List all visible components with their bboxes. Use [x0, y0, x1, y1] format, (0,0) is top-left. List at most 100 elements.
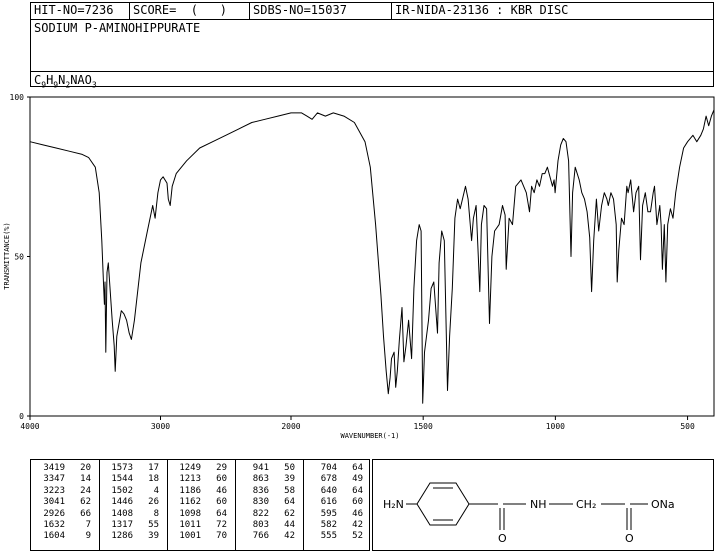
peak-column-divider [99, 460, 100, 550]
peak-row: 1249 29 [171, 463, 239, 474]
peak-row: 1632 7 [35, 520, 103, 531]
header-divider [391, 3, 392, 19]
x-tick-label: 500 [680, 422, 695, 431]
peak-row: 803 44 [239, 520, 307, 531]
peak-row: 1446 26 [103, 497, 171, 508]
molecular-formula: C9H9N2NAO3 [34, 73, 97, 90]
peak-column-divider [303, 460, 304, 550]
x-tick-label: 2000 [281, 422, 300, 431]
peak-wavenumber: 704 [320, 463, 337, 473]
peak-wavenumber: 836 [252, 485, 269, 496]
peak-transmittance: 44 [284, 519, 295, 530]
peak-wavenumber: 3041 [43, 497, 65, 508]
peak-row: 941 50 [239, 463, 307, 474]
peak-row: 830 64 [239, 497, 307, 508]
peak-transmittance: 62 [80, 497, 91, 508]
peak-row: 3223 24 [35, 486, 103, 497]
peak-transmittance: 55 [148, 519, 159, 530]
peak-transmittance: 70 [216, 531, 227, 542]
peak-row: 3041 62 [35, 497, 103, 508]
carbonyl-oxygen-label: O [498, 532, 507, 545]
peak-row: 678 49 [307, 474, 375, 485]
peak-transmittance: 8 [153, 508, 159, 519]
peak-transmittance: 64 [284, 497, 295, 508]
peak-row: 1162 60 [171, 497, 239, 508]
peak-wavenumber: 1162 [179, 497, 201, 508]
peak-column: 704 64 678 49 640 64 616 60 595 46 582 42 555 52 [307, 463, 375, 543]
peak-row: 1604 9 [35, 531, 103, 542]
peak-wavenumber: 1604 [43, 531, 65, 542]
peak-transmittance: 58 [284, 485, 295, 496]
y-tick-label: 100 [10, 93, 25, 102]
header-info-row: HIT-NO=7236 SCORE= ( ) SDBS-NO=15037 IR-… [31, 3, 713, 20]
peak-wavenumber: 640 [320, 485, 337, 496]
amide-nh-label: NH [530, 498, 547, 511]
peak-row: 1098 64 [171, 509, 239, 520]
peak-row: 640 64 [307, 486, 375, 497]
peak-transmittance: 29 [216, 463, 227, 473]
y-tick-label: 50 [14, 253, 24, 262]
peak-wavenumber: 1408 [111, 508, 133, 519]
carboxylate-oxygen-label: O [625, 532, 634, 545]
peak-row: 836 58 [239, 486, 307, 497]
peak-column-divider [167, 460, 168, 550]
header-divider [249, 3, 250, 19]
x-tick-label: 1500 [414, 422, 433, 431]
peak-wavenumber: 803 [252, 519, 269, 530]
peak-transmittance: 18 [148, 474, 159, 485]
peak-wavenumber: 555 [320, 531, 337, 542]
chemical-structure: H₂N O NH CH₂ O ONa [372, 459, 714, 551]
spectrum-header: HIT-NO=7236 SCORE= ( ) SDBS-NO=15037 IR-… [30, 2, 714, 90]
peak-wavenumber: 1317 [111, 519, 133, 530]
header-divider [129, 3, 130, 19]
peak-wavenumber: 3419 [43, 463, 65, 473]
peak-wavenumber: 863 [252, 474, 269, 485]
peak-transmittance: 9 [85, 531, 91, 542]
peak-row: 1544 18 [103, 474, 171, 485]
peak-row: 2926 66 [35, 509, 103, 520]
peak-wavenumber: 3347 [43, 474, 65, 485]
x-tick-label: 4000 [20, 422, 39, 431]
peak-wavenumber: 1001 [179, 531, 201, 542]
peak-row: 1011 72 [171, 520, 239, 531]
peak-transmittance: 64 [352, 463, 363, 473]
peak-wavenumber: 1544 [111, 474, 133, 485]
peak-wavenumber: 1186 [179, 485, 201, 496]
peak-transmittance: 46 [216, 485, 227, 496]
peak-row: 704 64 [307, 463, 375, 474]
ir-spectrum-chart: 4000 3000 2000 1500 1000 500 0 50 100 WAVENUMBER(… [3, 93, 715, 440]
peak-wavenumber: 1502 [111, 485, 133, 496]
methylene-label: CH₂ [576, 498, 596, 511]
peak-row: 1317 55 [103, 520, 171, 531]
peak-transmittance: 14 [80, 474, 91, 485]
peak-wavenumber: 2926 [43, 508, 65, 519]
benzene-ring [416, 482, 470, 526]
peak-row: 582 42 [307, 520, 375, 531]
peak-wavenumber: 1098 [179, 508, 201, 519]
peak-row: 1408 8 [103, 509, 171, 520]
peak-wavenumber: 1632 [43, 519, 65, 530]
peak-transmittance: 46 [352, 508, 363, 519]
peak-wavenumber: 616 [320, 497, 337, 508]
peak-transmittance: 60 [352, 497, 363, 508]
peak-transmittance: 49 [352, 474, 363, 485]
peak-wavenumber: 822 [252, 508, 269, 519]
peak-transmittance: 42 [352, 519, 363, 530]
peak-transmittance: 26 [148, 497, 159, 508]
peak-transmittance: 17 [148, 463, 159, 473]
peak-row: 766 42 [239, 531, 307, 542]
peak-row: 555 52 [307, 531, 375, 542]
spectrum-line [29, 109, 715, 404]
peak-transmittance: 62 [284, 508, 295, 519]
score: SCORE= ( ) [133, 3, 227, 17]
peak-transmittance: 64 [352, 485, 363, 496]
peak-column: 3419 20 3347 14 3223 24 3041 62 2926 66 1632 7 1604 9 [35, 463, 103, 543]
peak-row: 616 60 [307, 497, 375, 508]
peak-row: 1286 39 [103, 531, 171, 542]
peak-transmittance: 20 [80, 463, 91, 473]
peak-table: 3419 20 3347 14 3223 24 3041 62 2926 66 1632 7 1604 9… [30, 459, 370, 551]
peak-transmittance: 7 [85, 519, 91, 530]
peak-row: 3347 14 [35, 474, 103, 485]
peak-wavenumber: 1249 [179, 463, 201, 473]
peak-wavenumber: 582 [320, 519, 337, 530]
